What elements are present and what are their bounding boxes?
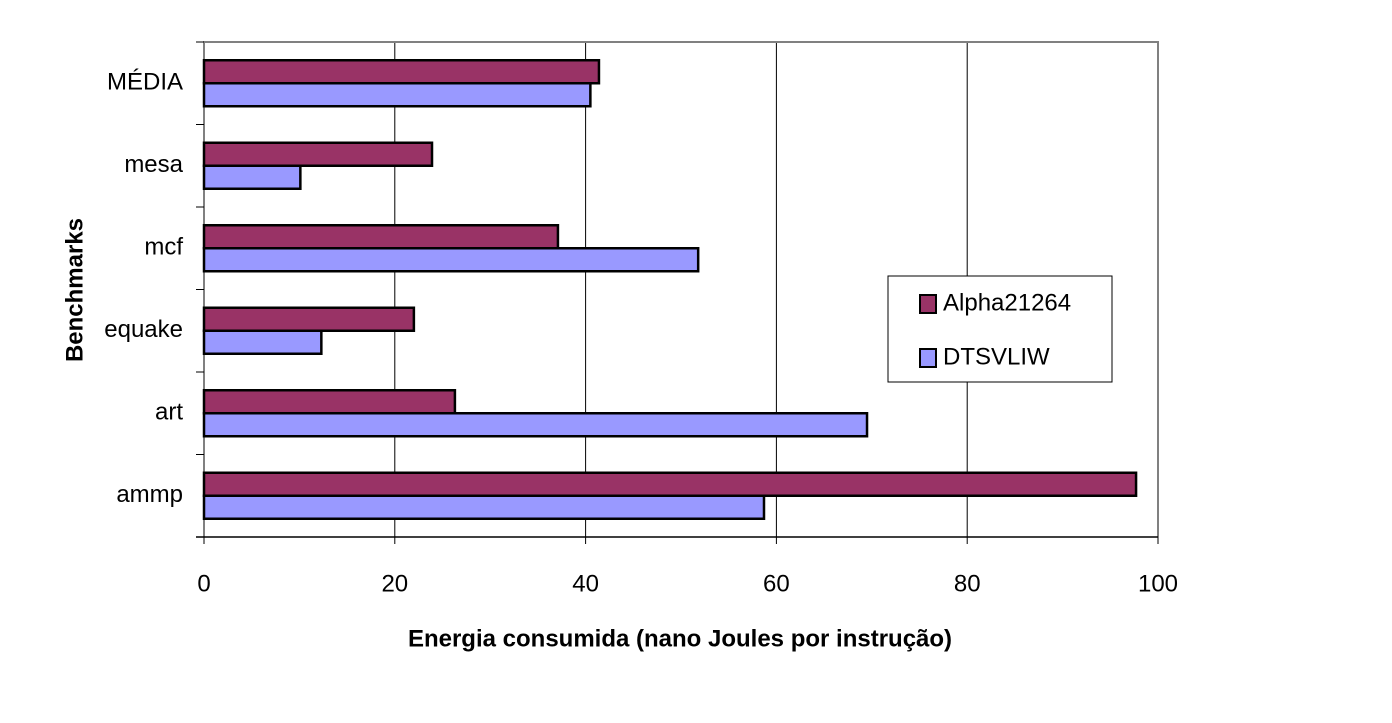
y-axis-label: Benchmarks <box>61 218 88 362</box>
bar <box>202 141 434 167</box>
x-axis-label: Energia consumida (nano Joules por instr… <box>408 625 952 652</box>
bar <box>202 247 700 273</box>
y-tick-label: mesa <box>124 151 183 178</box>
y-tick-label: mcf <box>144 234 183 261</box>
y-tick-label: art <box>155 399 183 426</box>
bar <box>202 494 766 520</box>
bar <box>202 164 302 190</box>
y-tick-label: MÉDIA <box>107 69 183 96</box>
y-tick-label: ammp <box>116 481 183 508</box>
bar <box>202 329 323 355</box>
bar <box>202 389 457 415</box>
x-tick-label: 100 <box>1138 570 1178 597</box>
bar <box>202 412 869 438</box>
y-tick-label: equake <box>104 316 183 343</box>
x-tick-label: 60 <box>763 570 790 597</box>
legend-label: DTSVLIW <box>943 343 1050 370</box>
bar <box>202 82 592 108</box>
bar <box>202 224 560 250</box>
legend-label: Alpha21264 <box>943 289 1071 316</box>
bar <box>202 59 601 85</box>
x-tick-label: 40 <box>572 570 599 597</box>
x-tick-label: 0 <box>197 570 210 597</box>
bar <box>202 471 1138 497</box>
x-tick-label: 80 <box>954 570 981 597</box>
legend-swatch <box>919 348 937 368</box>
legend-swatch <box>919 294 937 314</box>
x-tick-label: 20 <box>381 570 408 597</box>
bar <box>202 306 416 332</box>
